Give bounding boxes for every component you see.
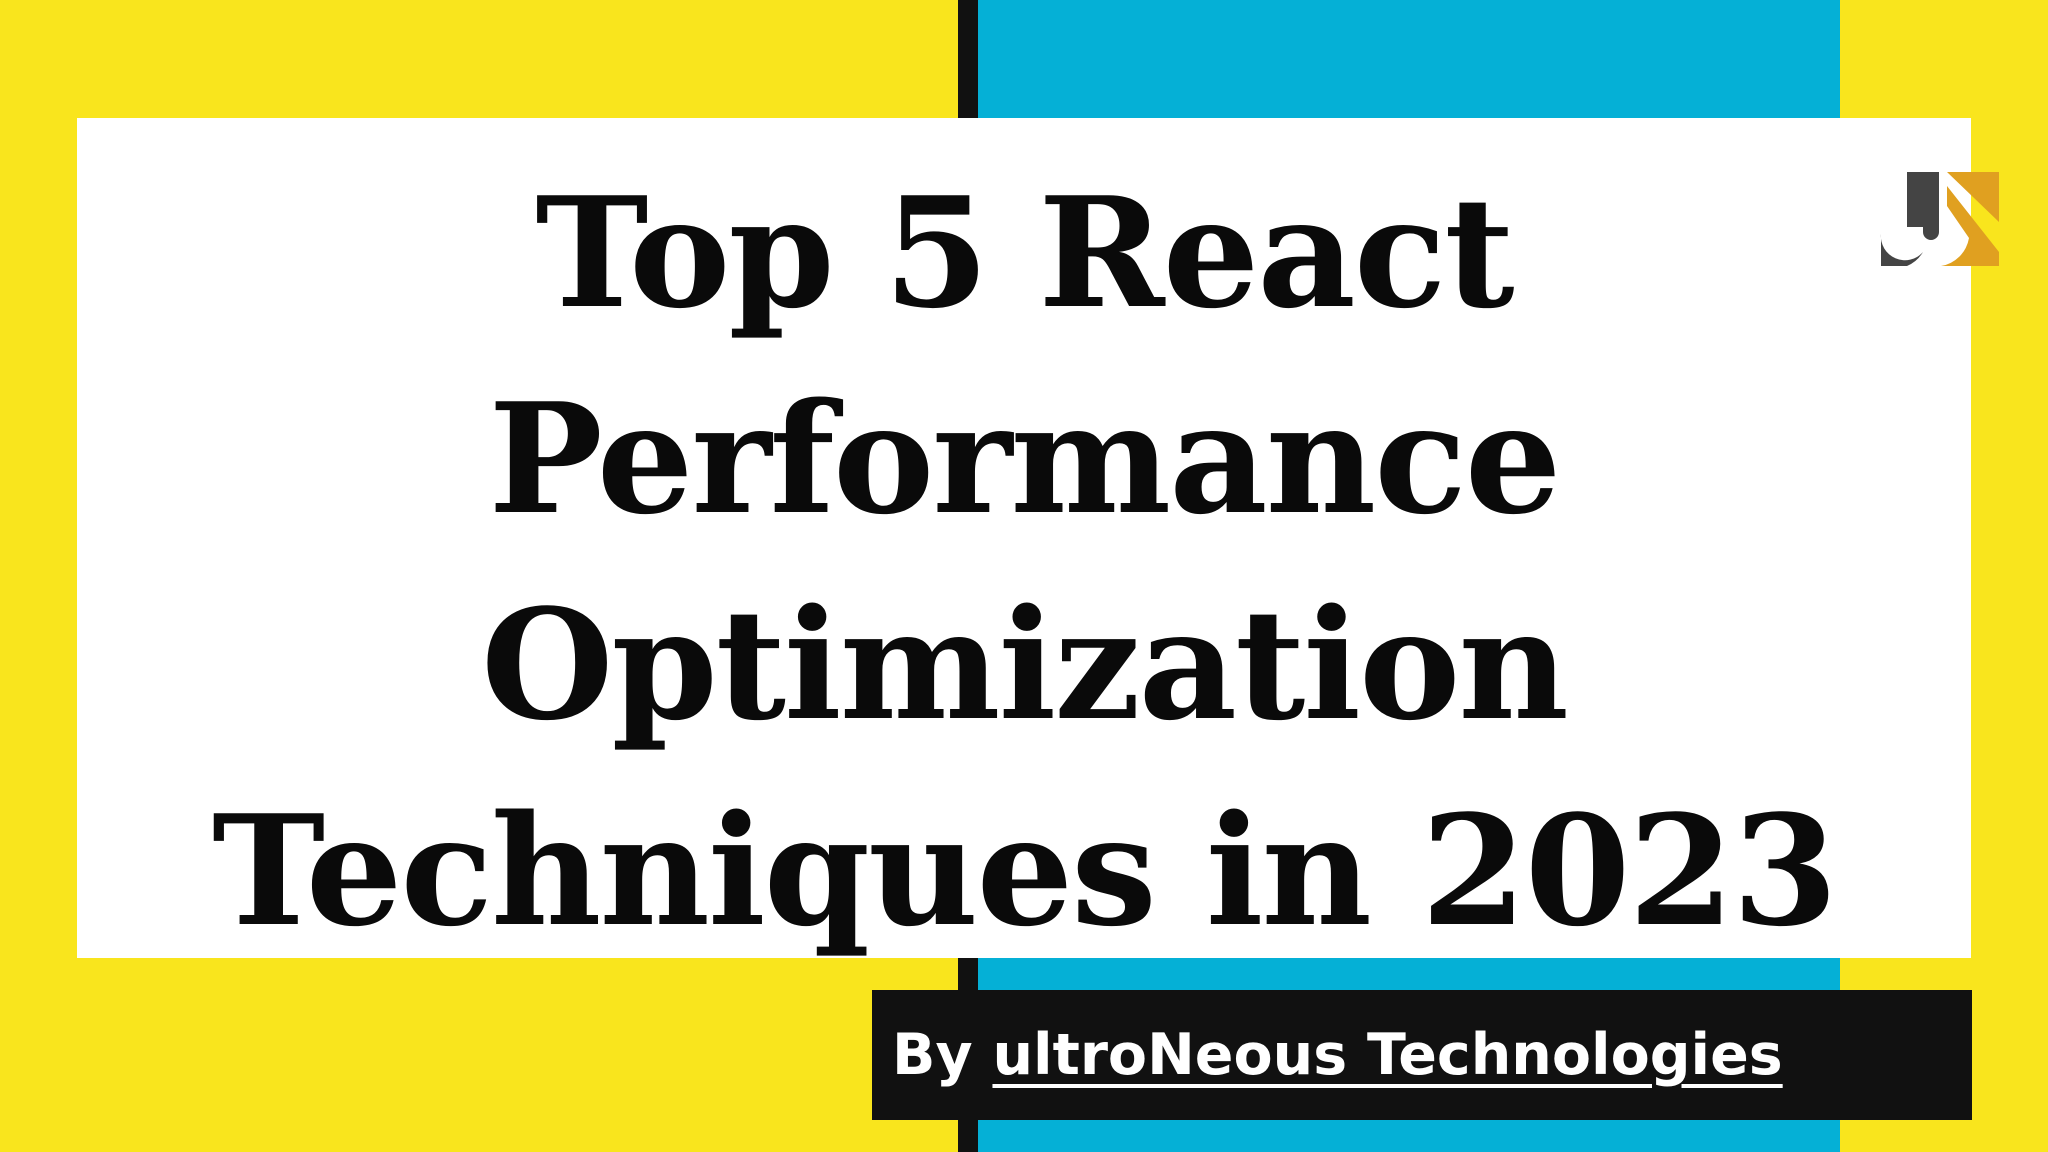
title-line-1: Top 5 React <box>535 163 1514 342</box>
title-line-2: Performance <box>488 369 1562 548</box>
page-title: Top 5 React Performance Optimization Tec… <box>77 150 1971 974</box>
title-line-4: Techniques in 2023 <box>212 781 1838 960</box>
title-card: Top 5 React Performance Optimization Tec… <box>77 118 1999 960</box>
company-link[interactable]: ultroNeous Technologies <box>992 1022 1783 1088</box>
un-logo-icon <box>1880 172 1999 266</box>
byline-prefix: By <box>892 1022 993 1088</box>
byline-text: By ultroNeous Technologies <box>892 990 1783 1120</box>
byline-banner: By ultroNeous Technologies <box>872 990 1972 1120</box>
title-line-3: Optimization <box>481 575 1569 754</box>
